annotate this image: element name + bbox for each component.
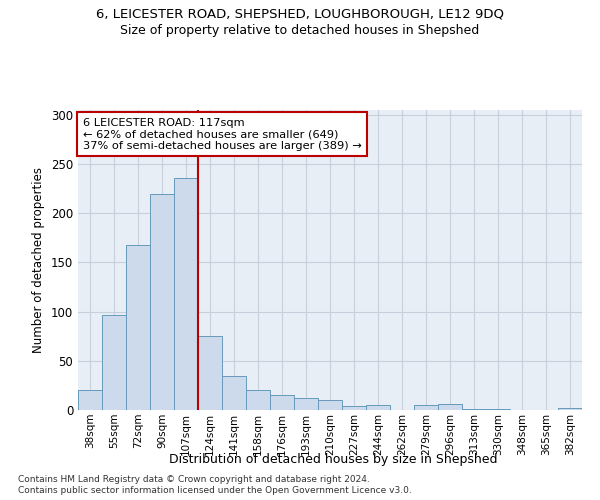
Bar — [414, 405, 438, 410]
Text: Size of property relative to detached houses in Shepshed: Size of property relative to detached ho… — [121, 24, 479, 37]
Bar — [222, 376, 246, 410]
Y-axis label: Number of detached properties: Number of detached properties — [32, 167, 46, 353]
Bar — [78, 390, 102, 410]
Bar — [150, 194, 174, 410]
Bar — [366, 405, 390, 410]
Text: Contains HM Land Registry data © Crown copyright and database right 2024.: Contains HM Land Registry data © Crown c… — [18, 475, 370, 484]
Bar — [198, 336, 222, 410]
Bar — [558, 408, 582, 410]
Text: Contains public sector information licensed under the Open Government Licence v3: Contains public sector information licen… — [18, 486, 412, 495]
Bar — [342, 406, 366, 410]
Bar — [246, 390, 270, 410]
Text: 6, LEICESTER ROAD, SHEPSHED, LOUGHBOROUGH, LE12 9DQ: 6, LEICESTER ROAD, SHEPSHED, LOUGHBOROUG… — [96, 8, 504, 20]
Bar — [318, 400, 342, 410]
Bar — [174, 178, 198, 410]
Bar — [126, 245, 150, 410]
Bar — [438, 404, 462, 410]
Text: Distribution of detached houses by size in Shepshed: Distribution of detached houses by size … — [169, 452, 497, 466]
Bar — [462, 409, 486, 410]
Bar — [294, 398, 318, 410]
Text: 6 LEICESTER ROAD: 117sqm
← 62% of detached houses are smaller (649)
37% of semi-: 6 LEICESTER ROAD: 117sqm ← 62% of detach… — [83, 118, 362, 150]
Bar — [270, 395, 294, 410]
Bar — [486, 409, 510, 410]
Bar — [102, 314, 126, 410]
